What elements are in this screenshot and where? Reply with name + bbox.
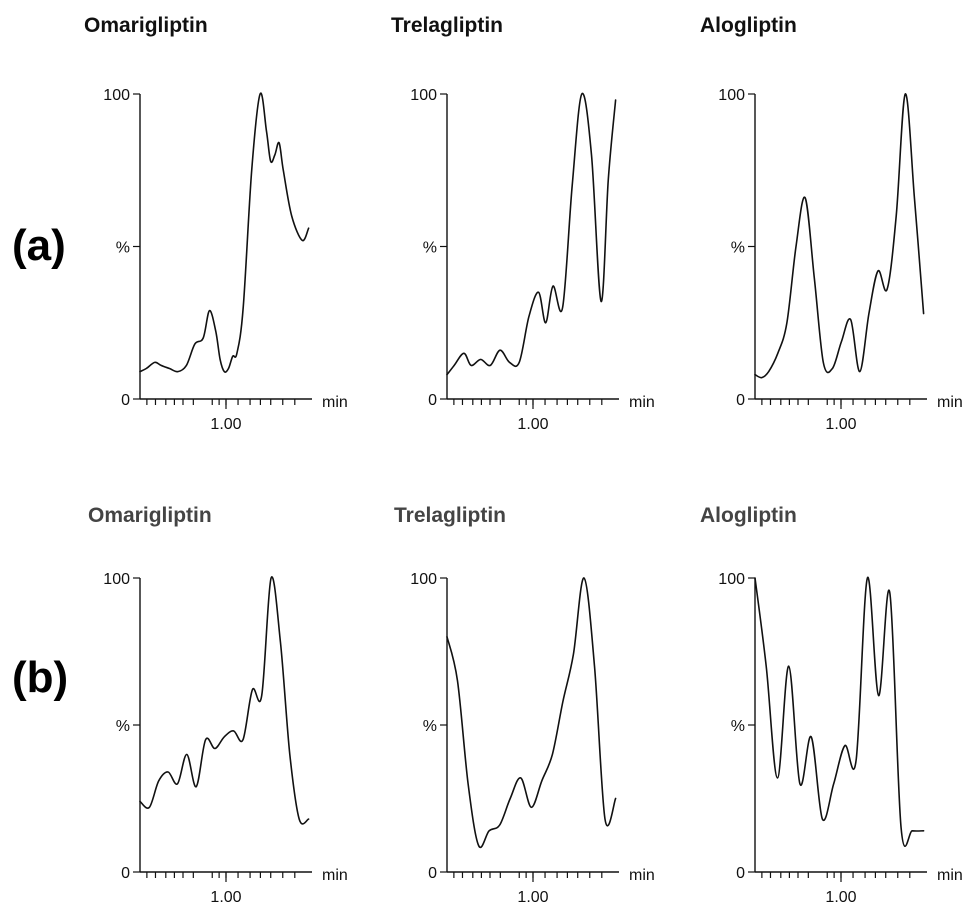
chart-title: Alogliptin (700, 14, 797, 37)
chromatogram-trace (446, 92, 617, 376)
y-tick-label: 100 (103, 87, 130, 104)
x-axis-label: min (322, 867, 348, 884)
chart-title: Alogliptin (700, 504, 797, 527)
y-tick-label: 100 (410, 87, 437, 104)
y-tick-label: % (423, 240, 437, 257)
chart-panel-1: Omarigliptin 0% 100 1.00 min (84, 14, 348, 433)
x-tick-label: 1.00 (825, 889, 856, 904)
chart-panel-4: Omarigliptin 0% 100 1.00 min (88, 504, 348, 904)
chart-title: Trelagliptin (394, 504, 506, 527)
x-tick-label: 1.00 (517, 889, 548, 904)
chart-panel-2: Trelagliptin 0% 100 1.00 min (391, 14, 655, 433)
y-tick-label: 0 (428, 392, 437, 409)
x-axis-label: min (937, 394, 963, 411)
chart-panel-6: Alogliptin 0% 100 1.00 min (700, 504, 963, 904)
x-axis-label: min (629, 394, 655, 411)
y-tick-label: % (423, 718, 437, 735)
x-axis-label: min (322, 394, 348, 411)
y-tick-label: 0 (121, 392, 130, 409)
x-tick-label: 1.00 (210, 416, 241, 433)
chromatogram-trace (754, 93, 925, 379)
y-tick-label: 100 (718, 571, 745, 588)
y-tick-label: 100 (103, 571, 130, 588)
row-label-a: (a) (12, 221, 66, 270)
y-tick-label: 0 (736, 392, 745, 409)
y-tick-label: % (731, 718, 745, 735)
y-tick-label: 100 (410, 571, 437, 588)
x-axis-label: min (937, 867, 963, 884)
chart-panel-3: Alogliptin 0% 100 1.00 min (700, 14, 963, 433)
x-axis-label: min (629, 867, 655, 884)
chromatogram-trace (139, 576, 310, 825)
chromatogram-trace (754, 577, 925, 848)
chart-title: Omarigliptin (84, 14, 208, 37)
y-tick-label: 0 (121, 865, 130, 882)
y-tick-label: % (116, 240, 130, 257)
y-tick-label: 0 (428, 865, 437, 882)
chart-title: Omarigliptin (88, 504, 212, 527)
y-tick-label: % (116, 718, 130, 735)
x-tick-label: 1.00 (210, 889, 241, 904)
chart-title: Trelagliptin (391, 14, 503, 37)
row-label-b: (b) (12, 653, 68, 702)
chromatogram-trace (139, 92, 310, 373)
chromatogram-trace (446, 577, 617, 849)
x-tick-label: 1.00 (517, 416, 548, 433)
chart-panel-5: Trelagliptin 0% 100 1.00 min (394, 504, 655, 904)
x-tick-label: 1.00 (825, 416, 856, 433)
chromatogram-panels: Omarigliptin 0% 100 1.00 min Trelagliptin 0% 10… (84, 14, 963, 904)
y-tick-label: 0 (736, 865, 745, 882)
y-tick-label: % (731, 240, 745, 257)
y-tick-label: 100 (718, 87, 745, 104)
